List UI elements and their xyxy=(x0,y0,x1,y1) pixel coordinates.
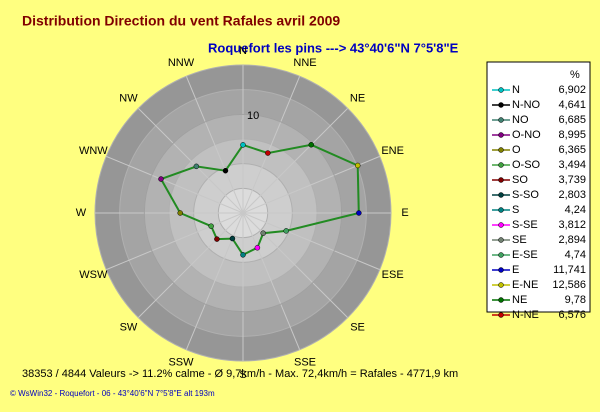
legend-name: N xyxy=(512,84,520,96)
legend-value: 2,894 xyxy=(558,234,586,246)
legend-value: 8,995 xyxy=(558,129,586,141)
direction-label: NNW xyxy=(168,57,195,69)
direction-label: S xyxy=(239,369,246,381)
spoke xyxy=(185,76,244,214)
radar-point xyxy=(240,252,246,258)
legend-swatch xyxy=(498,162,504,168)
legend-value: 3,812 xyxy=(558,219,586,231)
direction-label: WNW xyxy=(79,145,108,157)
legend-name: O-SO xyxy=(512,159,541,171)
legend-name: O xyxy=(512,144,521,156)
legend-value: 3,739 xyxy=(558,174,586,186)
radar-point xyxy=(260,230,266,236)
spoke xyxy=(242,212,301,350)
legend-value: 6,365 xyxy=(558,144,586,156)
spoke xyxy=(106,212,244,271)
spoke xyxy=(106,155,244,214)
legend-name: O-NO xyxy=(512,129,541,141)
legend-value: 9,78 xyxy=(565,294,586,306)
credit: © WsWin32 - Roquefort - 06 - 43°40'6"N 7… xyxy=(10,389,215,398)
spoke xyxy=(242,212,380,271)
chart-title: Distribution Direction du vent Rafales a… xyxy=(22,13,340,29)
radar-point xyxy=(222,167,229,174)
spoke xyxy=(137,107,244,214)
legend-swatch xyxy=(498,312,504,318)
radar-point xyxy=(193,163,200,170)
legend-name: E-SE xyxy=(512,249,538,261)
legend-swatch xyxy=(498,297,504,303)
legend-swatch xyxy=(498,192,504,198)
legend-value: 6,685 xyxy=(558,114,586,126)
chart-subtitle: Roquefort les pins ---> 43°40'6"N 7°5'8"… xyxy=(208,40,459,55)
radar-point xyxy=(254,244,261,251)
legend-name: NE xyxy=(512,294,527,306)
spoke xyxy=(242,212,349,319)
footer: 38353 / 4844 Valeurs -> 11.2% calme - Ø … xyxy=(22,368,458,380)
direction-label: N xyxy=(239,45,247,57)
spoke xyxy=(242,76,301,214)
legend-name: E xyxy=(512,264,519,276)
direction-label: ESE xyxy=(382,269,404,281)
grid-ring xyxy=(143,113,343,313)
legend-swatch xyxy=(498,267,504,273)
spoke xyxy=(242,107,349,214)
legend-swatch xyxy=(498,222,504,228)
legend-swatch xyxy=(498,132,504,138)
radar-point xyxy=(208,223,214,229)
radar-point xyxy=(240,142,246,148)
legend-swatch xyxy=(498,147,504,153)
legend-value: 6,576 xyxy=(558,309,586,321)
direction-label: SSW xyxy=(168,357,194,369)
legend-value: 6,902 xyxy=(558,84,586,96)
direction-label: SE xyxy=(350,321,365,333)
radar-point xyxy=(308,142,314,148)
legend-value: 12,586 xyxy=(552,279,586,291)
direction-label: NW xyxy=(119,92,138,104)
radar-point xyxy=(177,210,183,216)
legend-name: N-NE xyxy=(512,309,539,321)
radar-point xyxy=(229,235,236,242)
spoke xyxy=(137,212,244,319)
radar-point xyxy=(283,228,289,234)
legend-swatch xyxy=(498,237,504,243)
legend-swatch xyxy=(498,102,504,108)
spoke xyxy=(185,212,244,350)
radar-point xyxy=(158,176,164,182)
legend-swatch xyxy=(498,207,504,213)
legend-name: S-SE xyxy=(512,219,538,231)
radar-point xyxy=(354,162,361,169)
direction-label: W xyxy=(76,207,87,219)
radar-point xyxy=(356,210,362,216)
legend-value: 4,74 xyxy=(565,249,586,261)
legend-value: 11,741 xyxy=(553,264,586,276)
radar-point xyxy=(214,236,220,242)
legend-value: 3,494 xyxy=(558,159,586,171)
legend-title: % xyxy=(570,69,580,81)
legend-swatch xyxy=(498,117,504,123)
legend-swatch xyxy=(498,252,504,258)
legend-name: N-NO xyxy=(512,99,541,111)
legend-swatch xyxy=(498,282,504,288)
legend-name: SE xyxy=(512,234,527,246)
direction-label: E xyxy=(401,207,408,219)
legend-value: 2,803 xyxy=(558,189,586,201)
legend-name: E-NE xyxy=(512,279,538,291)
legend-name: S-SO xyxy=(512,189,539,201)
legend-swatch xyxy=(498,177,504,183)
r-tick-label: 10 xyxy=(247,110,259,122)
direction-label: WSW xyxy=(79,269,108,281)
legend-value: 4,641 xyxy=(558,99,586,111)
direction-label: NE xyxy=(350,92,365,104)
direction-label: ENE xyxy=(381,145,404,157)
legend-name: SO xyxy=(512,174,528,186)
legend-swatch xyxy=(498,87,504,93)
legend-name: S xyxy=(512,204,519,216)
direction-label: SW xyxy=(120,321,138,333)
direction-label: NNE xyxy=(293,57,316,69)
radar-point xyxy=(265,150,271,156)
legend-value: 4,24 xyxy=(565,204,586,216)
direction-label: SSE xyxy=(294,357,316,369)
legend-name: NO xyxy=(512,114,529,126)
